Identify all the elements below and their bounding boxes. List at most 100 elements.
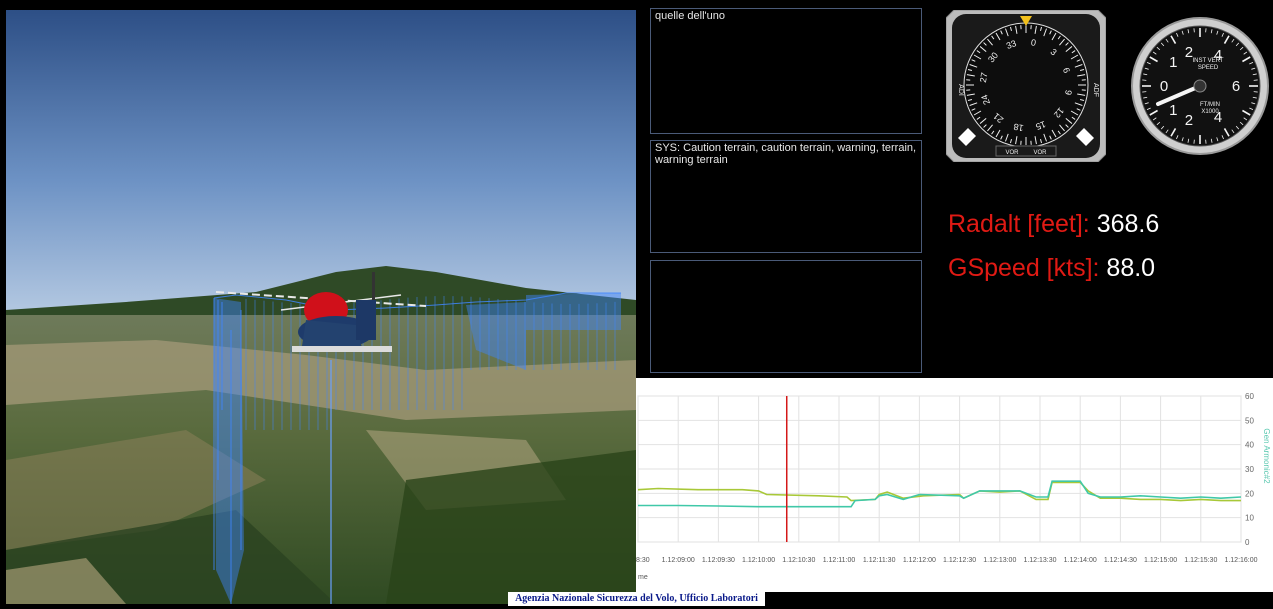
cvr-transcript-text: quelle dell'uno — [655, 10, 725, 22]
adf-dial-number: 30 — [986, 50, 1000, 64]
vsi-tick — [1146, 62, 1151, 65]
adf-tick — [1000, 30, 1003, 35]
adf-tick — [991, 35, 995, 40]
vsi-tick — [1239, 46, 1244, 51]
chart-y-tick-label: 40 — [1245, 441, 1254, 450]
chart-x-tick-label: 1.12:14:00 — [1064, 557, 1097, 564]
chart-x-tick-label: 1.12:09:00 — [662, 557, 695, 564]
vsi-title-line2: SPEED — [1198, 65, 1219, 71]
vsi-tick — [1251, 102, 1256, 105]
radalt-value: 368.6 — [1096, 210, 1160, 238]
adf-dial-number: 0 — [1030, 37, 1037, 48]
adf-tick — [983, 124, 987, 128]
adf-tick — [971, 59, 976, 62]
chart-x-tick-label: 1.12:12:30 — [943, 557, 976, 564]
vsi-tick — [1146, 107, 1151, 110]
chart-x-tick-label: 1.12:15:00 — [1144, 557, 1177, 564]
adf-tick — [969, 64, 978, 68]
adf-tick — [995, 32, 1001, 41]
adf-tick — [987, 38, 993, 46]
chart-y-tick-label: 0 — [1245, 538, 1250, 547]
adf-tick — [967, 68, 973, 71]
adf-dial-number: 27 — [978, 72, 990, 84]
vsi-dial-number: 1 — [1169, 54, 1177, 71]
adf-tick — [976, 50, 981, 54]
sky — [6, 10, 636, 320]
vsi-tick — [1187, 138, 1190, 143]
chart-x-tick-label: 1.12:12:00 — [903, 557, 936, 564]
vsi-tick — [1242, 56, 1251, 63]
flight-path-fill — [214, 293, 621, 604]
adf-tick — [1034, 136, 1037, 145]
vsi-tick — [1187, 29, 1190, 34]
adf-tick — [966, 74, 975, 77]
vsi-tick — [1235, 125, 1240, 130]
adf-tick — [1079, 99, 1085, 102]
vsi-tick — [1223, 35, 1230, 44]
chart-x-tick-label: 1.12:16:00 — [1224, 557, 1257, 564]
chart-x-tick-label: 1.12:10:30 — [782, 557, 815, 564]
vsi-tick — [1144, 67, 1149, 70]
adf-tick — [1065, 124, 1069, 128]
chart-x-tick-label: 1.12:13:30 — [1023, 557, 1056, 564]
vsi-tick — [1149, 56, 1158, 63]
vsi-dial-number: 0 — [1160, 78, 1168, 95]
chart-x-tick-label: 2:08:30 — [636, 557, 650, 564]
chart-y-axis-label: Gen Armonic#2 — [1262, 428, 1271, 484]
adf-tick — [1065, 46, 1073, 52]
adf-tick — [969, 102, 978, 106]
vsi-tick — [1170, 35, 1177, 44]
adf-tick — [1051, 32, 1057, 41]
vsi-tick — [1143, 73, 1148, 76]
chart-series-line-2 — [638, 480, 1242, 508]
adf-gauge-svg: 0 36 9 12 15 18 21 24 27 30 33 ADI ADF VOR VOR — [945, 9, 1107, 163]
adf-tick — [1049, 135, 1052, 140]
adf-tick — [1000, 135, 1003, 140]
adf-tick — [1049, 30, 1052, 35]
vsi-tick — [1176, 135, 1179, 140]
vsi-tick — [1243, 51, 1248, 55]
adf-tick — [1057, 35, 1061, 40]
vsi-dial-number: 2 — [1185, 112, 1193, 129]
adf-tick — [966, 93, 975, 96]
vsi-tick — [1249, 62, 1254, 65]
adf-tick — [1015, 136, 1018, 145]
vsi-tick — [1249, 107, 1254, 110]
gen-armonic-chart[interactable]: 0 10 20 30 40 50 60 2:08:30 1.12:09:00 1.12:09:3… — [636, 378, 1273, 592]
chart-x-tick-label: 1.12:10:00 — [742, 557, 775, 564]
adf-tick — [971, 108, 976, 111]
vsi-tick — [1152, 51, 1157, 55]
adf-tick — [991, 130, 995, 135]
adf-bearing-indicator: 0 3 6 9 12 15 18 21 24 27 30 33 ADI ADF VOR VOR — [945, 9, 1107, 163]
vsi-tick — [1221, 135, 1224, 140]
adf-bottom-label-left: VOR — [1005, 150, 1019, 156]
vsi-tick — [1176, 32, 1179, 37]
vsi-tick — [1231, 129, 1235, 134]
vsi-tick — [1181, 137, 1184, 142]
vsi-dial-number: 6 — [1232, 78, 1240, 95]
vsi-tick — [1156, 121, 1161, 126]
adf-tick — [995, 129, 1001, 138]
instrument-panel: quelle dell'uno SYS: Caution terrain, ca… — [636, 8, 1273, 378]
terrain-3d-view[interactable] — [6, 10, 636, 604]
vsi-tick — [1239, 121, 1244, 126]
adf-tick — [1065, 42, 1069, 46]
vsi-tick — [1223, 128, 1230, 137]
adf-tick — [967, 99, 973, 102]
vsi-needle — [1156, 84, 1202, 106]
adf-tick — [1005, 133, 1009, 142]
adf-dial-number: 15 — [1034, 119, 1047, 132]
adf-tick — [1034, 25, 1037, 34]
chart-y-tick-label: 50 — [1245, 416, 1254, 425]
vsi-tick — [1221, 32, 1224, 37]
adf-dial-number: 18 — [1013, 122, 1025, 134]
adf-dial-number: 3 — [1049, 47, 1059, 58]
field-patch — [6, 558, 126, 604]
chart-x-axis-label: me — [638, 574, 648, 581]
chart-x-tick-label: 1.12:11:30 — [863, 557, 896, 564]
adf-tick — [1043, 28, 1047, 37]
vsi-tick — [1251, 67, 1256, 70]
chart-y-tick-label: 10 — [1245, 514, 1254, 523]
